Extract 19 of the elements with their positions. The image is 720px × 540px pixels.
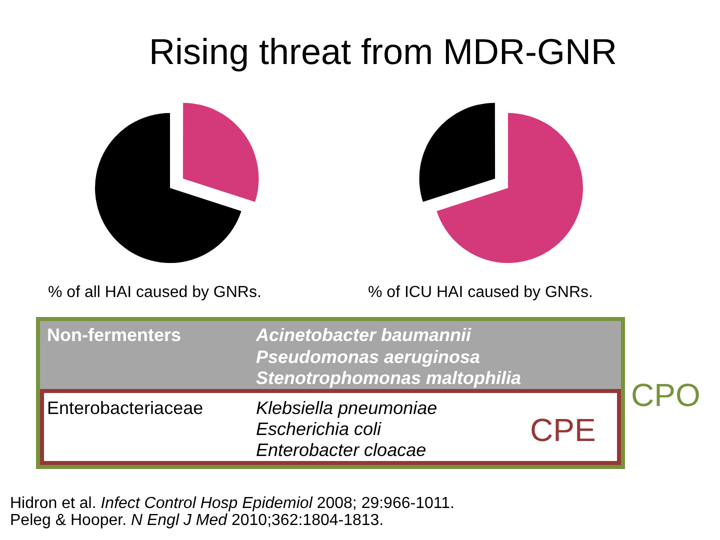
text: Stenotrophomonas maltophilia [256, 368, 522, 388]
text: 2010;362:1804-1813. [231, 512, 384, 529]
text: Klebsiella pneumoniae [256, 398, 438, 418]
text: Peleg & Hooper. [10, 512, 127, 529]
text: % of all HAI caused by GNRs. [48, 284, 262, 302]
text: N Engl J Med [130, 512, 228, 529]
text: Acinetobacter baumannii [256, 325, 472, 345]
text: Escherichia coli [256, 419, 382, 439]
text: Infect Control Hosp Epidemiol [100, 495, 312, 512]
text: CPO [631, 377, 700, 413]
text: Pseudomonas aeruginosa [256, 347, 480, 367]
text: Hidron et al. [10, 495, 96, 512]
text: % of ICU HAI caused by GNRs. [368, 284, 593, 302]
text: Enterobacter cloacae [256, 440, 426, 460]
text: Enterobacteriaceae [47, 398, 204, 418]
text: 2008; 29:966-1011. [316, 495, 454, 512]
text: Non-fermenters [47, 325, 182, 345]
text: CPE [530, 412, 596, 448]
text: Rising threat from MDR-GNR [148, 31, 618, 72]
